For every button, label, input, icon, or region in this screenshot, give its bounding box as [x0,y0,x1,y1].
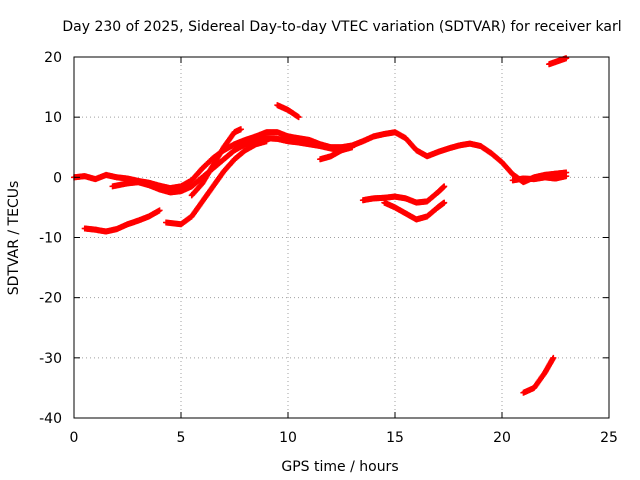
series-track-8 [381,199,448,223]
series-track-12 [509,173,570,184]
data-point [441,199,448,206]
data-point [156,207,163,214]
x-tick-label: 10 [279,430,297,446]
data-layer [71,55,570,396]
tick-layer: 0 5 10 15 20 25 -40 -30 -20 -10 0 10 20 [39,50,618,446]
data-point [263,138,270,145]
data-point [237,126,244,133]
x-tick-label: 25 [600,430,618,446]
x-tick-label: 20 [493,430,511,446]
x-tick-label: 15 [386,430,404,446]
chart-title: Day 230 of 2025, Sidereal Day-to-day VTE… [62,19,621,35]
y-axis-title: SDTVAR / TECUs [6,181,22,296]
series-track-2 [109,135,345,196]
x-tick-label: 0 [70,430,79,446]
x-tick-label: 5 [177,430,186,446]
data-point [563,55,570,62]
y-tick-label: -20 [39,291,62,307]
series-track-6 [274,102,302,121]
series-track-7 [359,183,448,206]
x-axis-title: GPS time / hours [281,459,398,475]
series-track-3 [188,126,244,199]
data-point [563,173,570,180]
series-track-11 [317,144,356,163]
series-track-4 [163,138,270,228]
y-tick-label: 0 [53,170,62,186]
data-point [550,354,557,361]
series-track-9 [520,354,557,396]
grid-layer [74,57,609,418]
data-point [295,114,302,121]
y-tick-label: -30 [39,351,62,367]
y-tick-label: -10 [39,231,62,247]
y-tick-label: 10 [44,110,62,126]
y-tick-label: 20 [44,50,62,66]
data-point [441,183,448,190]
y-tick-label: -40 [39,411,62,427]
series-track-5 [81,207,163,235]
data-point [349,144,356,151]
